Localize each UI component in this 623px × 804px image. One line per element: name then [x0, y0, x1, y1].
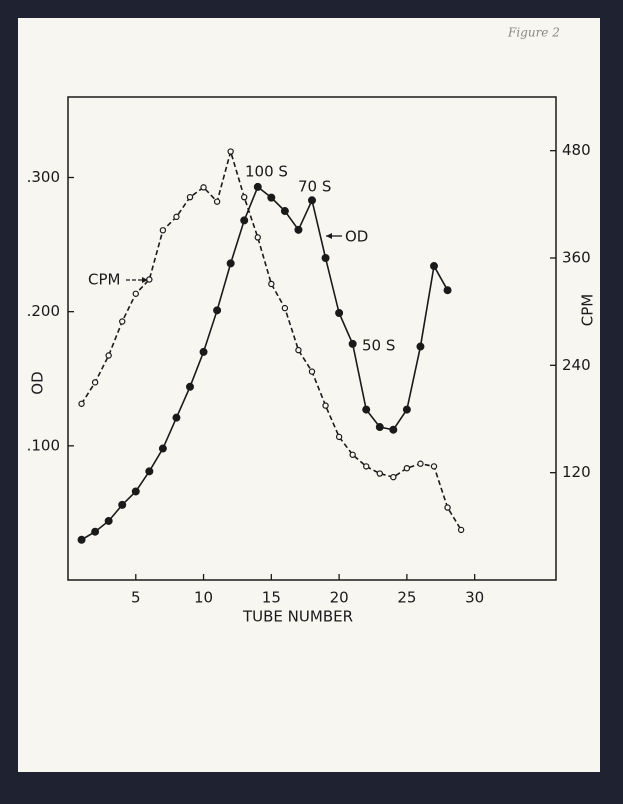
y2-axis-label: CPM	[579, 294, 597, 326]
point	[105, 352, 112, 359]
point	[186, 382, 195, 391]
point	[390, 473, 397, 481]
point	[457, 526, 465, 534]
point	[295, 346, 302, 354]
point	[308, 368, 316, 375]
point	[268, 280, 275, 288]
point	[104, 516, 113, 525]
point	[362, 405, 371, 414]
point	[322, 402, 329, 409]
paper	[18, 18, 600, 772]
point	[226, 259, 235, 268]
point	[240, 216, 249, 225]
point	[321, 254, 330, 263]
point	[267, 193, 276, 202]
point	[335, 309, 344, 318]
point	[349, 451, 356, 458]
point	[335, 433, 343, 441]
series-line	[81, 185, 449, 541]
x-tick-label: 30	[465, 589, 484, 607]
x-tick-label: 5	[131, 589, 141, 607]
point	[132, 290, 139, 297]
point	[146, 276, 153, 283]
y2-tick-label: 120	[562, 463, 591, 481]
annotation: 50 S	[362, 337, 395, 355]
point	[77, 535, 86, 544]
point	[430, 262, 439, 271]
point	[280, 207, 289, 216]
x-axis-label: TUBE NUMBER	[242, 608, 353, 626]
y-tick-label: .100	[27, 436, 60, 454]
y-axis-label: OD	[29, 371, 47, 394]
y2-tick-label: 360	[562, 249, 591, 267]
arrow-head	[142, 277, 148, 283]
point	[131, 487, 140, 496]
series-label: OD	[345, 228, 368, 246]
point	[213, 198, 221, 205]
point	[308, 196, 317, 205]
point	[119, 318, 126, 325]
point	[444, 504, 451, 511]
y2-tick-label: 480	[562, 141, 591, 159]
x-tick-label: 10	[194, 589, 213, 607]
point	[403, 464, 411, 472]
y-tick-label: .200	[27, 302, 60, 320]
point	[443, 286, 452, 295]
series-label: CPM	[88, 271, 120, 289]
point	[254, 234, 261, 241]
point	[158, 444, 167, 453]
point	[416, 342, 425, 351]
point	[375, 423, 384, 432]
point	[294, 225, 303, 234]
series-line	[80, 148, 462, 531]
point	[173, 213, 180, 221]
point	[200, 184, 207, 191]
point	[172, 413, 181, 422]
x-tick-label: 15	[262, 589, 281, 607]
point	[213, 306, 222, 315]
y2-tick-label: 240	[562, 356, 591, 374]
point	[91, 527, 100, 536]
point	[281, 304, 289, 312]
arrow-head	[326, 233, 332, 239]
point	[186, 193, 194, 201]
point	[348, 339, 357, 348]
point	[78, 400, 85, 407]
point	[159, 227, 167, 234]
point	[253, 182, 262, 191]
point	[145, 467, 154, 476]
point	[118, 500, 127, 509]
point	[402, 405, 411, 414]
annotation: Figure 2	[507, 26, 560, 40]
point	[363, 463, 370, 470]
plot-frame	[67, 96, 557, 581]
annotation: 70 S	[298, 178, 331, 196]
point	[227, 148, 234, 155]
point	[417, 460, 424, 467]
point	[241, 193, 248, 201]
point	[430, 463, 438, 470]
point	[376, 470, 383, 477]
x-tick-label: 20	[330, 589, 349, 607]
annotation: 100 S	[245, 163, 288, 181]
x-tick-label: 25	[397, 589, 416, 607]
point	[91, 379, 99, 386]
point	[389, 425, 398, 434]
point	[199, 347, 208, 356]
y-tick-label: .300	[27, 168, 60, 186]
